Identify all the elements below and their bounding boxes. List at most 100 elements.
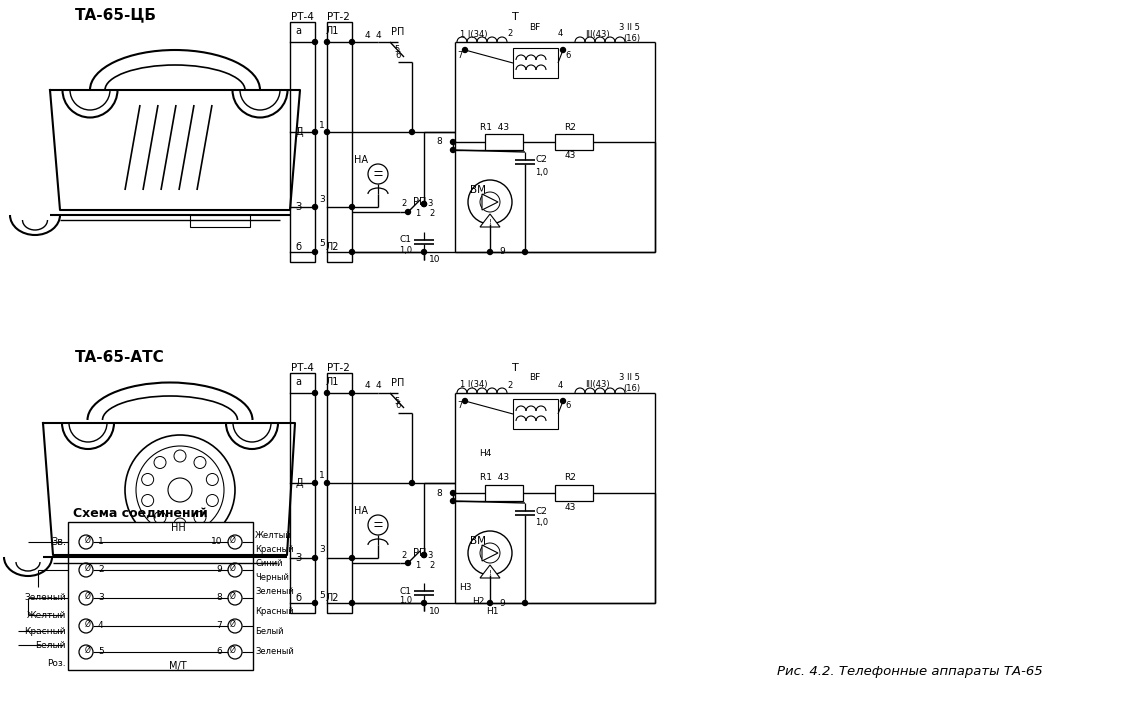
Text: РТ-4: РТ-4 xyxy=(291,363,314,373)
Circle shape xyxy=(228,563,242,577)
Circle shape xyxy=(324,130,330,135)
Text: Желтый: Желтый xyxy=(26,611,66,620)
Circle shape xyxy=(313,555,317,561)
Circle shape xyxy=(324,390,330,395)
Text: 5: 5 xyxy=(319,240,324,248)
Text: BF: BF xyxy=(529,22,541,32)
Circle shape xyxy=(422,250,426,254)
Circle shape xyxy=(468,531,512,575)
Polygon shape xyxy=(482,194,499,210)
Text: Синий: Синий xyxy=(256,559,283,568)
Text: Ø: Ø xyxy=(230,536,236,545)
Text: Д: Д xyxy=(295,478,303,488)
Text: Л1: Л1 xyxy=(325,377,339,387)
Polygon shape xyxy=(482,545,499,561)
Text: РТ-2: РТ-2 xyxy=(327,12,350,22)
Text: 8: 8 xyxy=(437,489,442,498)
Circle shape xyxy=(79,563,93,577)
Circle shape xyxy=(350,250,354,254)
Text: 2: 2 xyxy=(508,381,512,390)
Text: Ø: Ø xyxy=(85,620,91,629)
Text: М/Т: М/Т xyxy=(170,661,187,671)
Circle shape xyxy=(79,619,93,633)
Text: 5: 5 xyxy=(394,397,400,405)
Text: 1: 1 xyxy=(415,210,421,219)
Circle shape xyxy=(480,543,500,563)
Text: Красный: Красный xyxy=(24,627,66,636)
Circle shape xyxy=(350,39,354,44)
Text: 1 I(34): 1 I(34) xyxy=(460,381,487,390)
Text: 1: 1 xyxy=(319,121,324,130)
Text: Ø: Ø xyxy=(230,592,236,601)
Text: Рис. 4.2. Телефонные аппараты ТА-65: Рис. 4.2. Телефонные аппараты ТА-65 xyxy=(777,665,1043,679)
Text: 2: 2 xyxy=(508,29,512,39)
Circle shape xyxy=(324,480,330,486)
Text: 43: 43 xyxy=(564,151,575,161)
Text: ТА-65-ЦБ: ТА-65-ЦБ xyxy=(74,8,157,22)
Bar xyxy=(513,48,558,78)
Text: R1  43: R1 43 xyxy=(480,473,510,482)
Circle shape xyxy=(463,48,468,53)
Circle shape xyxy=(350,555,354,561)
Text: (16): (16) xyxy=(623,385,639,393)
Text: Схема соединений: Схема соединений xyxy=(72,507,207,519)
Text: 7: 7 xyxy=(457,402,462,411)
Text: 10: 10 xyxy=(211,538,222,547)
Circle shape xyxy=(125,435,235,545)
Text: С2: С2 xyxy=(535,507,547,515)
Circle shape xyxy=(560,398,565,404)
Text: 4: 4 xyxy=(364,31,370,39)
Text: 1: 1 xyxy=(415,561,421,569)
Text: З: З xyxy=(295,553,301,563)
Circle shape xyxy=(406,210,410,215)
Text: б: б xyxy=(295,242,301,252)
Circle shape xyxy=(422,552,426,557)
Text: Роз.: Роз. xyxy=(47,660,66,669)
Text: Красный: Красный xyxy=(256,608,293,616)
Circle shape xyxy=(79,645,93,659)
Text: 10: 10 xyxy=(429,606,440,615)
Circle shape xyxy=(523,250,527,254)
Text: !: ! xyxy=(488,219,492,225)
Text: Ø: Ø xyxy=(230,564,236,573)
Text: 3: 3 xyxy=(319,545,324,554)
Text: РП: РП xyxy=(414,548,426,558)
Circle shape xyxy=(154,456,166,468)
Bar xyxy=(68,522,253,670)
Text: 1: 1 xyxy=(99,538,104,547)
Text: 5: 5 xyxy=(99,648,104,657)
Text: С1: С1 xyxy=(400,587,413,596)
Text: 2: 2 xyxy=(99,566,103,575)
Circle shape xyxy=(409,130,415,135)
Text: Ø: Ø xyxy=(85,592,91,601)
Text: R2: R2 xyxy=(564,473,576,482)
Bar xyxy=(555,485,592,501)
Text: R2: R2 xyxy=(564,123,576,132)
Text: 4: 4 xyxy=(99,622,103,630)
Text: 6: 6 xyxy=(217,648,222,657)
Text: ВМ: ВМ xyxy=(470,185,486,195)
Text: Зв.: Зв. xyxy=(52,537,66,547)
Text: Л2: Л2 xyxy=(325,242,339,252)
Circle shape xyxy=(142,473,154,486)
Polygon shape xyxy=(480,214,500,227)
Text: 6: 6 xyxy=(395,402,401,411)
Circle shape xyxy=(174,450,186,462)
Text: Н4: Н4 xyxy=(479,449,492,458)
Circle shape xyxy=(154,512,166,524)
Text: Л1: Л1 xyxy=(325,26,339,36)
Text: 9: 9 xyxy=(500,599,505,608)
Text: Н2: Н2 xyxy=(472,597,485,606)
Circle shape xyxy=(422,601,426,606)
Circle shape xyxy=(168,478,193,502)
Bar xyxy=(485,485,523,501)
Circle shape xyxy=(487,250,493,254)
Circle shape xyxy=(487,601,493,606)
Circle shape xyxy=(324,39,330,44)
Text: 5: 5 xyxy=(319,590,324,599)
Text: Ø: Ø xyxy=(85,564,91,573)
Circle shape xyxy=(79,535,93,549)
Circle shape xyxy=(174,518,186,530)
Text: 1,0: 1,0 xyxy=(399,597,413,606)
Circle shape xyxy=(313,480,317,486)
